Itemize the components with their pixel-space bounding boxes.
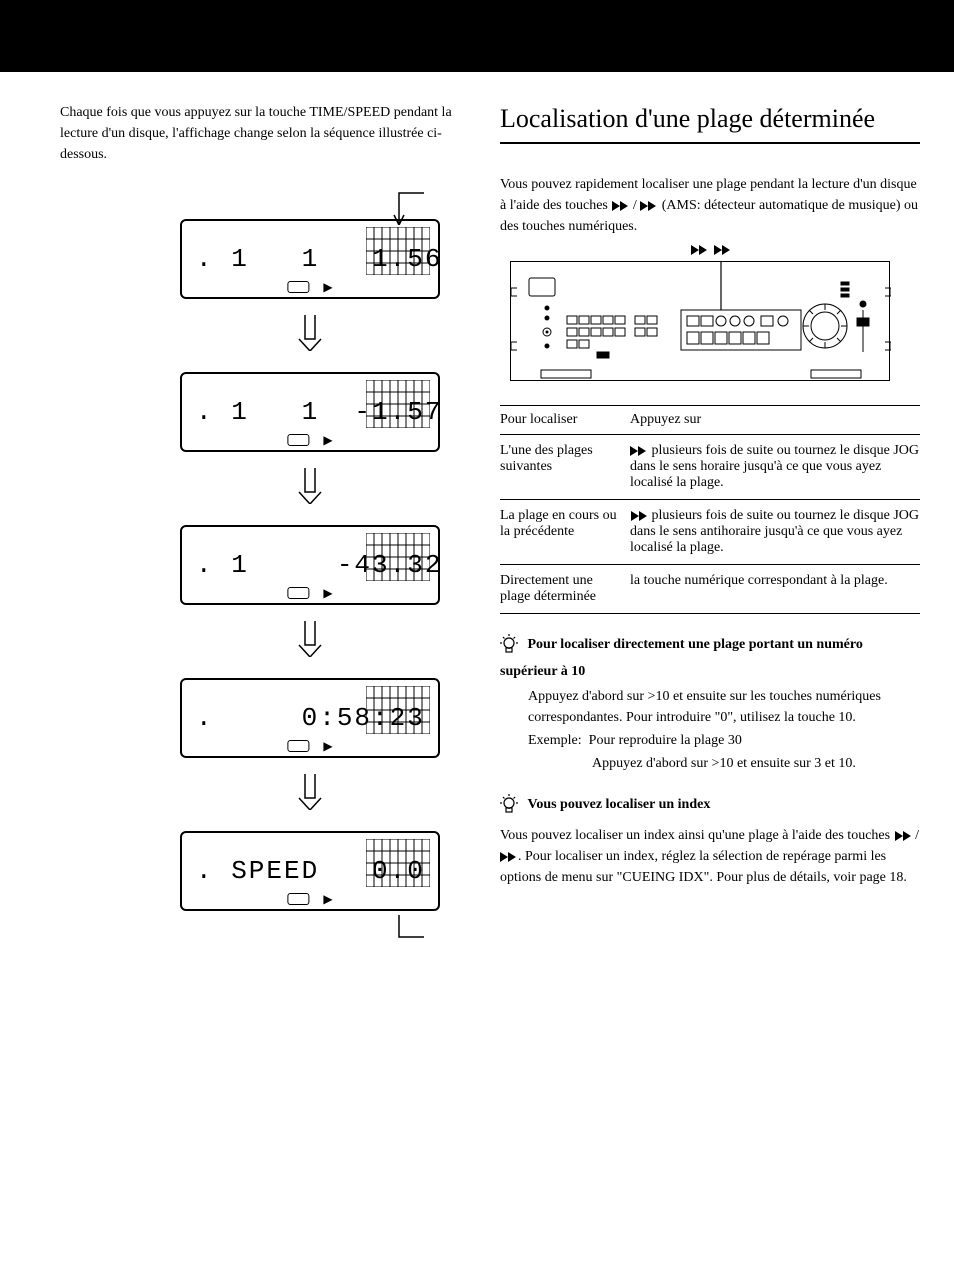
table-cell: L'une des plages suivantes — [500, 443, 630, 491]
table-cell: la touche numérique correspondant à la p… — [630, 573, 920, 605]
skip-prev-icon — [894, 831, 912, 841]
locate-table: Pour localiser Appuyez sur L'une des pla… — [500, 405, 920, 614]
play-icon: ▶ — [323, 893, 332, 905]
skip-next-icon — [500, 852, 518, 862]
tip-1-example-b: Appuyez d'abord sur >10 et ensuite sur 3… — [592, 753, 920, 774]
skip-prev-icon — [690, 245, 708, 255]
device-wrapper — [500, 261, 920, 381]
rect-icon — [287, 740, 309, 752]
tip-1-title: Pour localiser directement une plage por… — [500, 637, 863, 679]
rect-icon — [287, 281, 309, 293]
table-cell: Directement une plage déterminée — [500, 573, 630, 605]
lcd-5: . SPEED 0.0 ▶ — [180, 831, 440, 911]
arrow-down-icon — [295, 468, 325, 509]
play-icon: ▶ — [323, 587, 332, 599]
lcd-status-icons: ▶ — [287, 434, 332, 446]
table-row: Directement une plage déterminée la touc… — [500, 565, 920, 613]
play-icon: ▶ — [323, 434, 332, 446]
example-label: Exemple: — [528, 733, 582, 748]
lcd-2: . 1 1 -1.57 ▶ — [180, 372, 440, 452]
lcd-1: . 1 1 1.56 ▶ — [180, 219, 440, 299]
device-buttons-label — [690, 245, 732, 255]
lcd-3: . 1 -43.32 ▶ — [180, 525, 440, 605]
right-column: Localisation d'une plage déterminée Vous… — [500, 102, 920, 945]
heading-underline: Localisation d'une plage déterminée — [500, 102, 920, 144]
tip-1: Pour localiser directement une plage por… — [500, 634, 920, 774]
table-cell-text: plusieurs fois de suite ou tournez le di… — [630, 508, 919, 555]
lcd-stack: . 1 1 1.56 ▶ — [160, 185, 460, 945]
table-cell: La plage en cours ou la précédente — [500, 508, 630, 556]
header-bar — [0, 0, 954, 72]
arrow-down-icon — [295, 315, 325, 356]
tip-2-body-b: . Pour localiser un index, réglez la sél… — [500, 849, 907, 885]
right-intro: Vous pouvez rapidement localiser une pla… — [500, 174, 920, 237]
table-row: La plage en cours ou la précédente plusi… — [500, 500, 920, 565]
rect-icon — [287, 434, 309, 446]
table-cell: plusieurs fois de suite ou tournez le di… — [630, 508, 920, 556]
arrow-return-bottom — [180, 915, 440, 945]
lcd-4: . 0:58:23 ▶ — [180, 678, 440, 758]
lcd-status-icons: ▶ — [287, 587, 332, 599]
skip-next-icon — [714, 245, 732, 255]
arrow-down-icon — [295, 621, 325, 662]
table-header: Pour localiser Appuyez sur — [500, 406, 920, 435]
lcd-grid-icon — [366, 227, 430, 275]
tip-2: Vous pouvez localiser un index Vous pouv… — [500, 794, 920, 888]
rect-icon — [287, 893, 309, 905]
skip-next-icon — [640, 201, 658, 211]
content: Chaque fois que vous appuyez sur la touc… — [0, 72, 954, 945]
example-a: Pour reproduire la plage 30 — [589, 733, 742, 748]
tip-2-body: Vous pouvez localiser un index ainsi qu'… — [500, 825, 920, 888]
section-heading: Localisation d'une plage déterminée — [500, 102, 920, 136]
device-diagram — [510, 261, 890, 381]
left-column: Chaque fois que vous appuyez sur la touc… — [60, 102, 460, 945]
lcd-status-icons: ▶ — [287, 893, 332, 905]
lcd-grid-icon — [366, 380, 430, 428]
play-icon: ▶ — [323, 281, 332, 293]
lcd-grid-icon — [366, 686, 430, 734]
table-cell: plusieurs fois de suite ou tournez le di… — [630, 443, 920, 491]
lightbulb-icon — [500, 634, 518, 661]
arrow-down-icon — [295, 774, 325, 815]
tip-2-body-a: Vous pouvez localiser un index ainsi qu'… — [500, 828, 894, 843]
tip-1-body: Appuyez d'abord sur >10 et ensuite sur l… — [528, 686, 920, 728]
left-intro: Chaque fois que vous appuyez sur la touc… — [60, 102, 460, 165]
play-icon: ▶ — [323, 740, 332, 752]
tip-1-example: Exemple: Pour reproduire la plage 30 — [528, 730, 920, 751]
rect-icon — [287, 587, 309, 599]
tip-2-title: Vous pouvez localiser un index — [528, 797, 711, 812]
lightbulb-icon — [500, 794, 518, 821]
table-row: L'une des plages suivantes plusieurs foi… — [500, 435, 920, 500]
table-header-2: Appuyez sur — [630, 412, 920, 428]
lcd-grid-icon — [366, 839, 430, 887]
table-cell-text: plusieurs fois de suite ou tournez le di… — [630, 443, 919, 490]
table-header-1: Pour localiser — [500, 412, 630, 428]
lcd-status-icons: ▶ — [287, 281, 332, 293]
skip-prev-icon — [611, 201, 629, 211]
skip-prev-icon — [630, 511, 648, 521]
skip-next-icon — [630, 446, 648, 456]
lcd-status-icons: ▶ — [287, 740, 332, 752]
lcd-grid-icon — [366, 533, 430, 581]
